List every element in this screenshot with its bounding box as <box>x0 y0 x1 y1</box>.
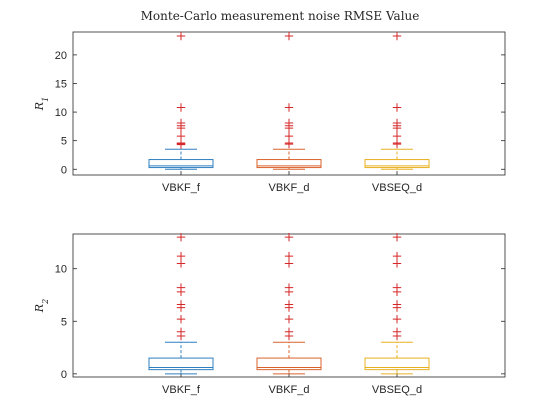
y-axis-label: R1 <box>33 97 50 111</box>
box-VBSEQ_d: VBSEQ_d <box>364 232 430 396</box>
outlier-marker <box>176 259 186 268</box>
outlier-marker <box>392 251 402 261</box>
y-tick-label: 0 <box>61 164 67 176</box>
outlier-marker <box>392 303 402 312</box>
outlier-marker <box>284 314 294 324</box>
outlier-marker <box>392 259 402 268</box>
x-tick-label: VBKF_d <box>269 384 310 396</box>
y-axis-label-text: R <box>33 304 46 313</box>
box-VBKF_f: VBKF_f <box>148 31 214 194</box>
y-tick-label: 15 <box>55 78 67 90</box>
outlier-marker <box>284 251 294 261</box>
x-tick-label: VBKF_f <box>162 384 201 396</box>
box-iqr <box>364 357 430 371</box>
box-VBKF_f: VBKF_f <box>148 232 214 396</box>
x-tick-label: VBSEQ_d <box>372 182 422 194</box>
y-axis-label-subscript: 2 <box>41 299 50 305</box>
outlier-marker <box>284 123 294 133</box>
outlier-marker <box>392 232 402 242</box>
outlier-marker <box>176 31 186 41</box>
subplot-1: 0 5 10 15 20 R1 VBKF_f VBKF_d VBSEQ_d <box>33 31 506 194</box>
outlier-marker <box>284 331 294 341</box>
box-iqr <box>256 357 322 371</box>
outlier-marker <box>176 303 186 312</box>
figure-title: Monte-Carlo measurement noise RMSE Value <box>141 9 420 23</box>
outlier-marker <box>392 123 402 133</box>
outlier-marker <box>284 303 294 312</box>
y-tick-label: 20 <box>55 50 67 62</box>
outlier-marker <box>284 31 294 41</box>
x-tick-label: VBKF_f <box>162 182 201 194</box>
outlier-marker <box>176 251 186 261</box>
outlier-marker <box>176 123 186 133</box>
y-tick-label: 0 <box>61 369 67 381</box>
box-VBKF_d: VBKF_d <box>256 232 322 396</box>
outlier-marker <box>176 232 186 242</box>
outlier-marker <box>176 140 186 149</box>
outlier-marker <box>284 259 294 268</box>
outlier-marker <box>176 287 186 297</box>
y-tick-label: 5 <box>61 136 67 148</box>
x-tick-label: VBSEQ_d <box>372 384 422 396</box>
box-iqr <box>148 357 214 371</box>
outlier-marker <box>176 331 186 341</box>
outlier-marker <box>284 139 294 149</box>
box-VBKF_d: VBKF_d <box>256 31 322 194</box>
outlier-marker <box>284 232 294 242</box>
box-iqr <box>256 159 322 169</box>
y-axis-label-text: R <box>33 102 46 111</box>
outlier-marker <box>392 287 402 297</box>
outlier-marker <box>392 314 402 324</box>
y-tick-label: 5 <box>61 316 67 328</box>
y-axis-label: R2 <box>33 299 50 313</box>
box-iqr <box>364 159 430 169</box>
outlier-marker <box>392 31 402 41</box>
outlier-marker <box>176 314 186 324</box>
box-VBSEQ_d: VBSEQ_d <box>364 31 430 194</box>
y-tick-label: 10 <box>55 107 67 119</box>
subplot-2: 0 5 10 R2 VBKF_f VBKF_d VBSEQ_d <box>33 232 506 396</box>
outlier-marker <box>284 287 294 297</box>
x-tick-label: VBKF_d <box>269 182 310 194</box>
outlier-marker <box>176 103 186 112</box>
box-iqr <box>148 159 214 169</box>
outlier-marker <box>392 139 402 149</box>
y-axis-label-subscript: 1 <box>41 97 50 102</box>
outlier-marker <box>392 103 402 112</box>
outlier-marker <box>392 331 402 341</box>
y-tick-label: 10 <box>55 264 67 276</box>
outlier-marker <box>284 103 294 112</box>
